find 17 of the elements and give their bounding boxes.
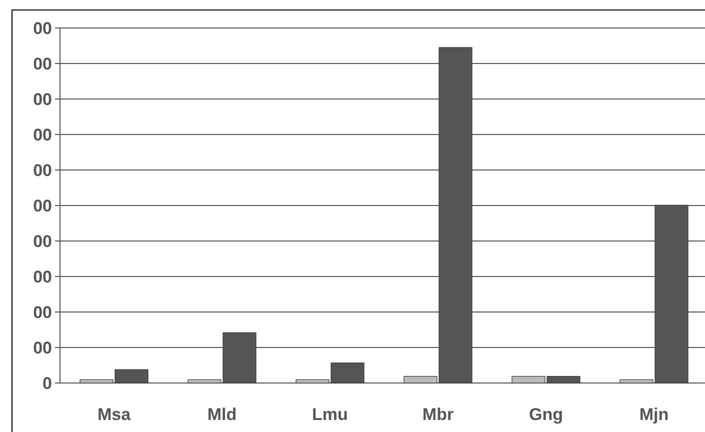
text: 00 [33, 18, 52, 38]
x-tick-label: Gng [529, 405, 563, 424]
text: 00 [33, 302, 52, 322]
text: 00 [33, 267, 52, 286]
text: 00 [33, 54, 52, 74]
x-tick-label: Lmu [312, 405, 348, 424]
text: 00 [33, 160, 52, 180]
x-tick-label: Mjn [639, 405, 669, 424]
text: 0 [42, 374, 52, 393]
text: 00 [33, 125, 52, 144]
x-tick-label: Mbr [422, 405, 454, 424]
x-tick-label: Mld [207, 405, 237, 424]
text: 00 [33, 232, 52, 251]
text: 00 [33, 90, 52, 109]
text: 00 [33, 338, 52, 358]
text: 00 [33, 196, 52, 216]
x-tick-label: Msa [97, 405, 132, 424]
